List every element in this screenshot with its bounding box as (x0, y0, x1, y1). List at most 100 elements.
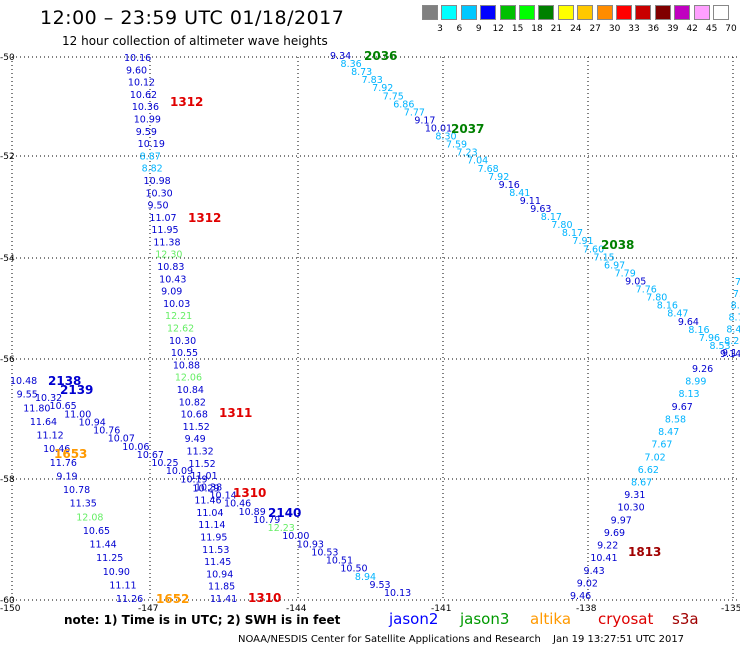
wave-height-value: 7.80 (646, 293, 667, 304)
footer-note: note: 1) Time is in UTC; 2) SWH is in fe… (64, 613, 341, 627)
pass-number-label: 2138 (48, 374, 81, 388)
legend-swatch (480, 5, 497, 20)
wave-height-value: 10.14 (210, 491, 237, 502)
wave-height-value: 9.67 (672, 402, 693, 413)
wave-height-value: 10.25 (151, 458, 178, 469)
wave-height-value: 12.21 (165, 311, 192, 322)
wave-height-value: 11.45 (204, 557, 231, 568)
pass-number-label: 2038 (601, 238, 634, 252)
wave-height-value: 11.52 (189, 459, 216, 470)
wave-height-value: 11.46 (194, 496, 221, 507)
footer-timestamp: Jan 19 13:27:51 UTC 2017 (553, 634, 685, 645)
wave-height-value: 8.16 (688, 325, 709, 336)
wave-height-value: 7.75 (383, 91, 404, 102)
wave-height-value: 10.51 (326, 556, 353, 567)
longitude-label: -144 (286, 604, 307, 614)
longitude-label: -147 (138, 604, 158, 614)
pass-number-label: 1310 (233, 486, 266, 500)
wave-height-value: 7.67 (651, 440, 672, 451)
wave-height-value: 8.30 (435, 132, 456, 143)
wave-height-value: 11.76 (50, 458, 77, 469)
legend-swatch (635, 5, 652, 20)
wave-height-value: 10.82 (179, 397, 206, 408)
wave-height-value: 11.35 (70, 499, 97, 510)
wave-height-value: 10.32 (35, 393, 62, 404)
wave-height-value: 9.59 (136, 127, 157, 138)
wave-height-value: 7.15 (594, 252, 615, 263)
latitude-label: -58 (0, 475, 15, 485)
wave-height-value: 8.43 (726, 324, 740, 335)
wave-height-value: 7.60 (583, 244, 604, 255)
wave-height-value: 10.67 (137, 450, 164, 461)
wave-height-value: 9.97 (611, 515, 632, 526)
wave-height-value: 7.79 (615, 268, 636, 279)
pass-number-label: 1310 (248, 591, 281, 605)
wave-height-value: 9.69 (604, 528, 625, 539)
wave-height-value: 9.46 (570, 591, 591, 602)
wave-height-value: 7.92 (372, 83, 393, 94)
legend-label: 39 (667, 24, 679, 34)
wave-height-value: 9.34 (330, 51, 351, 62)
lat-lon-grid (11, 56, 740, 601)
wave-height-value: 10.12 (128, 78, 155, 89)
wave-height-value: 10.30 (169, 336, 196, 347)
pass-number-label: 1653 (54, 447, 87, 461)
wave-height-value: 10.93 (297, 539, 324, 550)
wave-height-value: 8.94 (355, 572, 376, 583)
wave-height-value: 10.19 (180, 474, 207, 485)
wave-height-value: 8.87 (140, 151, 161, 162)
wave-height-value: 8.73 (351, 67, 372, 78)
wave-height-value: 8.70 (729, 313, 740, 324)
legend-label: 6 (456, 24, 463, 34)
wave-height-value: 9.26 (692, 364, 713, 375)
legend-swatch (538, 5, 555, 20)
wave-height-value: 9.11 (520, 196, 541, 207)
wave-height-value: 9.09 (161, 287, 182, 298)
wave-height-value: 8.32 (731, 301, 740, 312)
pass-number-label: 1311 (219, 406, 252, 420)
wave-height-value: 9.05 (625, 277, 646, 288)
legend-label: 9 (475, 24, 482, 34)
wave-height-value: 11.25 (96, 553, 123, 564)
axis-labels: -50 -52 -54 -56 -58 -60-150 -147 -144 -141 -138 -1… (0, 53, 740, 614)
legend-swatch (499, 5, 516, 20)
legend-swatch (519, 5, 535, 20)
longitude-label: -135 (721, 604, 740, 614)
wave-height-value: 11.41 (210, 594, 237, 605)
wave-height-value: 11.12 (37, 431, 64, 442)
wave-height-value: 8.47 (658, 427, 679, 438)
wave-height-value: 11.44 (90, 540, 117, 551)
legend-swatch (616, 5, 632, 20)
wave-height-value: 9.43 (584, 566, 605, 577)
pass-number-label: 2140 (268, 506, 301, 520)
wave-height-value: 10.94 (79, 417, 106, 428)
wave-height-value: 10.55 (171, 348, 198, 359)
wave-height-value: 8.28 (724, 336, 740, 347)
wave-height-value: 10.29 (192, 483, 219, 494)
wave-height-value: 7.59 (446, 140, 467, 151)
legend-label: 36 (647, 24, 660, 34)
legend-swatch (596, 5, 613, 20)
pass-number-label: 2037 (451, 122, 484, 136)
wave-height-value: 11.01 (190, 471, 217, 482)
latitude-label: -56 (0, 355, 15, 365)
wave-height-value: 11.95 (200, 533, 227, 544)
wave-height-value: 11.80 (23, 403, 50, 414)
wave-height-value: 10.30 (146, 188, 173, 199)
chart-subtitle: 12 hour collection of altimeter wave hei… (62, 34, 328, 48)
legend-label: 3 (437, 24, 443, 34)
satellite-name-jason3: jason3 (460, 610, 510, 628)
wave-height-value: 8.17 (541, 212, 562, 223)
wave-height-value: 10.46 (224, 499, 251, 510)
satellite-name-s3a: s3a (672, 610, 699, 628)
legend-swatch (441, 5, 458, 20)
wave-height-value: 10.79 (253, 515, 280, 526)
satellite-name-altika: altika (530, 610, 572, 628)
wave-height-value: 10.41 (590, 553, 617, 564)
legend-label: 45 (705, 24, 718, 34)
wave-height-value: 8.17 (562, 228, 583, 239)
wave-height-value: 10.36 (132, 102, 159, 113)
wave-height-value: 10.65 (50, 401, 77, 412)
wave-height-value: 10.90 (103, 567, 130, 578)
wave-height-value: 10.62 (130, 90, 157, 101)
